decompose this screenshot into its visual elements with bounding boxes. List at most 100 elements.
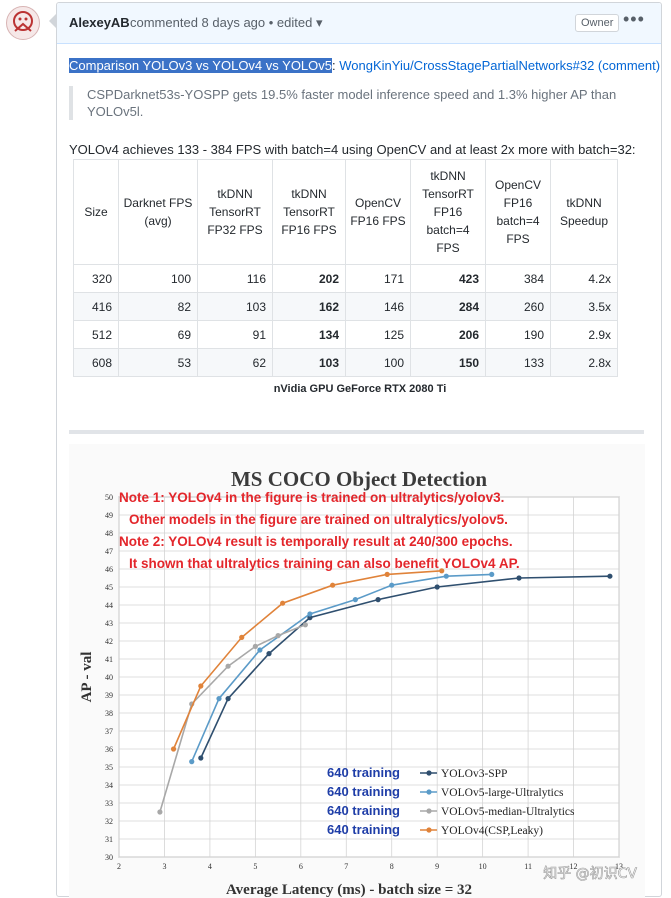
x-tick-label: 5 xyxy=(253,862,257,871)
table-cell: 100 xyxy=(118,264,198,293)
y-tick-label: 38 xyxy=(105,709,113,718)
data-point xyxy=(198,755,204,761)
y-tick-label: 47 xyxy=(105,547,113,556)
x-tick-label: 6 xyxy=(299,862,303,871)
x-axis-label: Average Latency (ms) - batch size = 32 xyxy=(226,882,472,898)
y-tick-label: 41 xyxy=(105,655,113,664)
comment-box: AlexeyAB commented 8 days ago • edited ▾… xyxy=(49,2,662,898)
data-point xyxy=(307,611,313,617)
table-cell: 103 xyxy=(197,292,273,321)
highlighted-text: Comparison YOLOv3 vs YOLOv4 vs YOLOv5 xyxy=(69,58,333,73)
x-tick-label: 9 xyxy=(435,862,439,871)
legend-entry: VOLOv5-large-Ultralytics xyxy=(441,787,564,799)
table-cell: 320 xyxy=(73,264,119,293)
table-cell: 202 xyxy=(272,264,346,293)
x-tick-label: 2 xyxy=(117,862,121,871)
table-row: 320 100 116 202 171 423 384 4.2x xyxy=(73,264,618,293)
table-cell: 125 xyxy=(345,320,411,349)
table-cell: 3.5x xyxy=(550,292,618,321)
blockquote: CSPDarknet53s-YOSPP gets 19.5% faster mo… xyxy=(69,86,624,120)
table-cell: 134 xyxy=(272,320,346,349)
table-cell: 69 xyxy=(118,320,198,349)
table-cell: 608 xyxy=(73,348,119,377)
x-tick-label: 10 xyxy=(479,862,487,871)
y-tick-label: 31 xyxy=(105,835,113,844)
legend-swatch-dot xyxy=(426,789,432,795)
reference-link[interactable]: WongKinYiu/CrossStagePartialNetworks#32 … xyxy=(339,58,661,73)
data-point xyxy=(225,663,231,669)
table-cell: 423 xyxy=(410,264,486,293)
header-size: Size xyxy=(73,159,119,265)
x-tick-label: 3 xyxy=(162,862,166,871)
table-cell: 190 xyxy=(485,320,551,349)
data-point xyxy=(170,746,177,752)
data-point xyxy=(216,696,222,702)
data-point xyxy=(384,571,390,577)
series-line-1 xyxy=(200,575,610,759)
y-tick-label: 44 xyxy=(105,601,113,610)
y-tick-label: 45 xyxy=(105,583,113,592)
header-tkdnn-fp16: tkDNN TensorRT FP16 FPS xyxy=(272,159,346,265)
intro-separator: : xyxy=(332,58,340,73)
table-cell: 4.2x xyxy=(550,264,618,293)
x-tick-label: 4 xyxy=(208,862,212,871)
table-cell: 2.9x xyxy=(550,320,618,349)
data-point xyxy=(266,651,272,657)
header-tkdnn-batch4: tkDNN TensorRT FP16 batch=4 FPS xyxy=(410,159,486,265)
table-row: 512 69 91 134 125 206 190 2.9x xyxy=(73,320,618,349)
y-tick-label: 49 xyxy=(105,511,113,520)
data-point xyxy=(307,615,313,621)
data-point xyxy=(443,573,449,579)
data-point xyxy=(375,597,381,603)
y-tick-label: 40 xyxy=(105,673,113,682)
x-tick-label: 12 xyxy=(570,862,578,871)
table-cell: 171 xyxy=(345,264,411,293)
data-point xyxy=(189,759,195,765)
watermark: 知乎 @初识CV xyxy=(543,865,637,882)
y-tick-label: 30 xyxy=(105,853,113,862)
more-options-icon[interactable]: ••• xyxy=(623,9,645,29)
y-tick-label: 36 xyxy=(105,745,113,754)
data-point xyxy=(198,683,204,689)
data-point xyxy=(439,568,445,574)
y-tick-label: 42 xyxy=(105,637,113,646)
y-tick-label: 50 xyxy=(105,493,113,502)
table-row: 416 82 103 162 146 284 260 3.5x xyxy=(73,292,618,321)
data-point xyxy=(275,633,281,639)
table-caption: nVidia GPU GeForce RTX 2080 Ti xyxy=(273,383,447,395)
data-point xyxy=(389,582,395,588)
x-tick-label: 8 xyxy=(390,862,394,871)
header-darknet: Darknet FPS (avg) xyxy=(118,159,198,265)
table-cell: 62 xyxy=(197,348,273,377)
data-point xyxy=(489,571,495,577)
table-cell: 416 xyxy=(73,292,119,321)
fps-table: Size Darknet FPS (avg) tkDNN TensorRT FP… xyxy=(73,159,618,377)
y-axis-label: AP - val xyxy=(79,652,95,703)
table-cell: 146 xyxy=(345,292,411,321)
comment-author[interactable]: AlexeyAB xyxy=(69,15,130,30)
data-point xyxy=(607,573,613,579)
data-point xyxy=(302,622,308,628)
author-avatar[interactable] xyxy=(6,6,40,40)
chart-note: Other models in the figure are trained o… xyxy=(129,512,508,527)
table-cell: 512 xyxy=(73,320,119,349)
data-point xyxy=(516,575,522,581)
table-cell: 82 xyxy=(118,292,198,321)
data-point xyxy=(225,696,231,702)
table-cell: 133 xyxy=(485,348,551,377)
legend-swatch-dot xyxy=(426,827,432,833)
data-point xyxy=(352,597,358,603)
intro-line: Comparison YOLOv3 vs YOLOv4 vs YOLOv5: W… xyxy=(69,58,660,73)
table-cell: 206 xyxy=(410,320,486,349)
table-cell: 100 xyxy=(345,348,411,377)
divider xyxy=(69,430,644,434)
y-tick-label: 32 xyxy=(105,817,113,826)
y-tick-label: 39 xyxy=(105,691,113,700)
header-opencv-batch4: OpenCV FP16 batch=4 FPS xyxy=(485,159,551,265)
legend-swatch-dot xyxy=(426,770,432,776)
table-cell: 53 xyxy=(118,348,198,377)
table-cell: 116 xyxy=(197,264,273,293)
data-point xyxy=(157,809,163,815)
comment-meta[interactable]: commented 8 days ago • edited ▾ xyxy=(130,15,323,30)
legend-swatch-dot xyxy=(426,808,432,814)
